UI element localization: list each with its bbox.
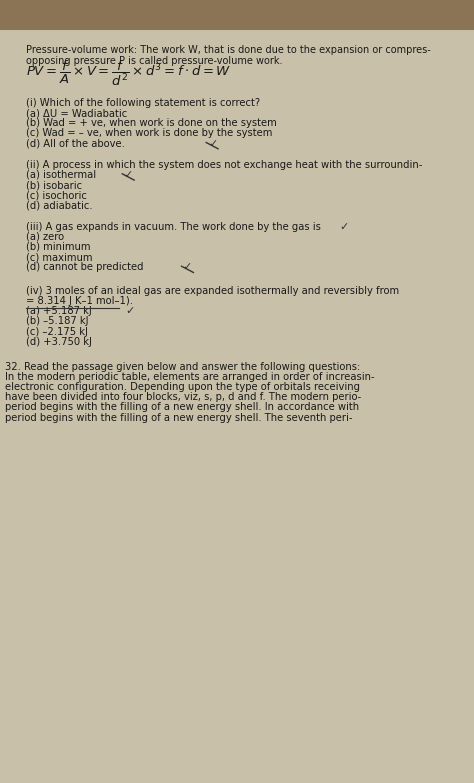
Text: (d) adiabatic.: (d) adiabatic. bbox=[26, 200, 93, 211]
Text: (b) –5.187 kJ: (b) –5.187 kJ bbox=[26, 316, 89, 327]
Text: = 8.314 J K–1 mol–1).: = 8.314 J K–1 mol–1). bbox=[26, 296, 133, 306]
Text: In the modern periodic table, elements are arranged in order of increasin-: In the modern periodic table, elements a… bbox=[5, 372, 374, 382]
Text: opposing pressure P is called pressure-volume work.: opposing pressure P is called pressure-v… bbox=[26, 56, 283, 67]
Text: electronic configuration. Depending upon the type of orbitals receiving: electronic configuration. Depending upon… bbox=[5, 382, 360, 392]
Text: (b) minimum: (b) minimum bbox=[26, 242, 91, 252]
Text: (c) maximum: (c) maximum bbox=[26, 252, 92, 262]
Text: (i) Which of the following statement is correct?: (i) Which of the following statement is … bbox=[26, 98, 260, 108]
Text: period begins with the filling of a new energy shell. The seventh peri-: period begins with the filling of a new … bbox=[5, 413, 352, 423]
Text: period begins with the filling of a new energy shell. In accordance with: period begins with the filling of a new … bbox=[5, 402, 359, 413]
Text: have been divided into four blocks, viz, s, p, d and f. The modern perio-: have been divided into four blocks, viz,… bbox=[5, 392, 361, 402]
Text: ✓: ✓ bbox=[339, 222, 348, 232]
Text: ✓: ✓ bbox=[126, 306, 135, 316]
Text: (a) +5.187 kJ: (a) +5.187 kJ bbox=[26, 306, 92, 316]
Text: (c) Wad = – ve, when work is done by the system: (c) Wad = – ve, when work is done by the… bbox=[26, 128, 273, 139]
Text: (a) zero: (a) zero bbox=[26, 232, 64, 242]
Text: (ii) A process in which the system does not exchange heat with the surroundin-: (ii) A process in which the system does … bbox=[26, 160, 422, 170]
Text: (d) +3.750 kJ: (d) +3.750 kJ bbox=[26, 337, 92, 347]
Bar bbox=[0, 0, 474, 30]
Text: (b) Wad = + ve, when work is done on the system: (b) Wad = + ve, when work is done on the… bbox=[26, 118, 277, 128]
Text: 32. Read the passage given below and answer the following questions:: 32. Read the passage given below and ans… bbox=[5, 362, 360, 372]
Text: (c) isochoric: (c) isochoric bbox=[26, 190, 87, 200]
Text: (b) isobaric: (b) isobaric bbox=[26, 180, 82, 190]
Text: (a) isothermal: (a) isothermal bbox=[26, 170, 96, 180]
Text: ✓: ✓ bbox=[123, 170, 133, 180]
Text: ✓: ✓ bbox=[182, 262, 192, 272]
Text: ✓: ✓ bbox=[209, 139, 218, 149]
Text: Pressure-volume work: The work W, that is done due to the expansion or compres-: Pressure-volume work: The work W, that i… bbox=[26, 45, 431, 56]
Text: (c) –2.175 kJ: (c) –2.175 kJ bbox=[26, 327, 88, 337]
Text: (d) All of the above.: (d) All of the above. bbox=[26, 139, 125, 149]
Text: (d) cannot be predicted: (d) cannot be predicted bbox=[26, 262, 144, 272]
Text: (a) ΔU = Wadiabatic: (a) ΔU = Wadiabatic bbox=[26, 108, 128, 118]
Text: (iii) A gas expands in vacuum. The work done by the gas is: (iii) A gas expands in vacuum. The work … bbox=[26, 222, 321, 232]
Text: $\mathit{PV} = \dfrac{f}{A} \times V = \dfrac{f}{d^2} \times d^3 = f \cdot d = W: $\mathit{PV} = \dfrac{f}{A} \times V = \… bbox=[26, 59, 231, 88]
Text: (iv) 3 moles of an ideal gas are expanded isothermally and reversibly from: (iv) 3 moles of an ideal gas are expande… bbox=[26, 286, 399, 296]
